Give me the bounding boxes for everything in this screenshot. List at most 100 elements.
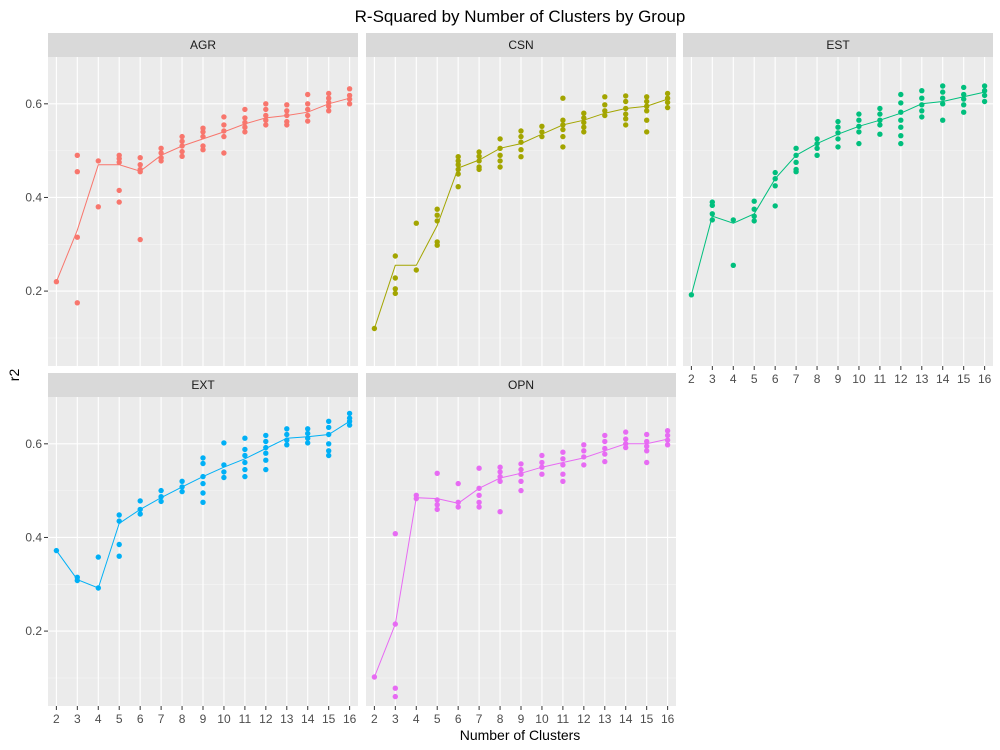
- data-point-opn: [413, 495, 419, 502]
- data-point-est: [898, 133, 904, 139]
- data-point-est: [835, 130, 841, 136]
- data-point-csn: [476, 166, 482, 173]
- data-point-est: [730, 262, 736, 268]
- data-point-csn: [434, 218, 440, 224]
- data-point-est: [772, 169, 778, 176]
- strip-label-agr: AGR: [190, 38, 216, 52]
- data-point-agr: [263, 112, 269, 119]
- strip-agr: [48, 33, 358, 57]
- data-point-ext: [74, 577, 81, 584]
- data-point-agr: [137, 162, 143, 168]
- data-point-csn: [664, 90, 671, 97]
- data-point-opn: [539, 459, 545, 466]
- panel-est: EST 2 3 4 5 6 7 8 9 10 11 12 13 14 15 16: [683, 33, 993, 386]
- strip-opn: [366, 373, 676, 397]
- data-point-csn: [434, 212, 440, 218]
- data-point-ext: [200, 460, 206, 467]
- data-point-est: [730, 217, 736, 223]
- x-tick-label: 15: [322, 712, 336, 726]
- data-point-agr: [346, 86, 353, 92]
- x-tick-label: 5: [751, 372, 758, 386]
- data-point-ext: [221, 440, 227, 446]
- data-point-csn: [560, 133, 566, 140]
- data-point-est: [877, 117, 883, 123]
- data-point-ext: [305, 435, 311, 441]
- data-point-agr: [116, 159, 122, 165]
- data-point-est: [772, 183, 778, 189]
- data-point-opn: [497, 464, 503, 470]
- data-point-csn: [623, 93, 629, 99]
- x-tick-label: 4: [413, 712, 420, 726]
- data-point-agr: [158, 145, 164, 151]
- data-point-ext: [346, 418, 353, 424]
- data-point-csn: [392, 286, 398, 292]
- data-point-ext: [326, 418, 332, 424]
- data-point-ext: [305, 440, 311, 446]
- data-point-ext: [137, 511, 143, 517]
- data-point-est: [981, 98, 988, 105]
- data-point-opn: [455, 499, 461, 505]
- data-point-ext: [200, 490, 206, 496]
- data-point-opn: [539, 464, 545, 470]
- data-point-est: [898, 140, 904, 147]
- data-point-opn: [476, 465, 482, 471]
- data-point-est: [919, 88, 925, 94]
- data-point-ext: [305, 426, 311, 432]
- data-point-ext: [346, 410, 353, 417]
- data-point-ext: [221, 474, 227, 481]
- x-tick-label: 13: [280, 712, 294, 726]
- data-point-csn: [560, 117, 566, 123]
- strip-label-ext: EXT: [191, 378, 215, 392]
- data-point-agr: [326, 95, 332, 101]
- data-point-opn: [560, 462, 566, 468]
- data-point-est: [898, 124, 904, 130]
- data-point-agr: [158, 150, 164, 156]
- data-point-opn: [623, 429, 629, 435]
- data-point-csn: [623, 111, 629, 117]
- data-point-csn: [434, 242, 440, 248]
- data-point-est: [919, 114, 925, 120]
- data-point-csn: [664, 99, 671, 106]
- data-point-agr: [284, 102, 290, 108]
- data-point-agr: [242, 129, 248, 135]
- x-tick-label: 3: [392, 712, 399, 726]
- panel-agr: AGR 0.2 0.4 0.6: [25, 33, 358, 366]
- data-point-ext: [200, 473, 206, 480]
- x-tick-label: 12: [259, 712, 273, 726]
- data-point-est: [961, 91, 967, 98]
- data-point-est: [961, 109, 967, 115]
- data-point-csn: [455, 158, 461, 164]
- data-point-csn: [392, 290, 398, 297]
- data-point-est: [856, 140, 862, 147]
- data-point-agr: [221, 133, 227, 140]
- data-point-est: [961, 102, 967, 108]
- data-point-csn: [581, 115, 587, 121]
- data-point-agr: [221, 150, 227, 156]
- data-point-csn: [623, 105, 629, 112]
- data-point-agr: [158, 158, 164, 164]
- data-point-opn: [497, 478, 503, 484]
- data-point-csn: [644, 117, 650, 123]
- data-point-csn: [371, 325, 378, 332]
- x-tick-label: 4: [730, 372, 737, 386]
- data-point-ext: [326, 441, 332, 447]
- data-point-ext: [305, 430, 311, 437]
- data-point-agr: [74, 152, 81, 158]
- x-tick-label: 15: [640, 712, 654, 726]
- data-point-ext: [263, 466, 269, 473]
- data-point-est: [898, 100, 904, 106]
- data-point-csn: [581, 129, 587, 135]
- data-point-csn: [644, 94, 650, 100]
- y-tick-label: 0.6: [25, 97, 42, 111]
- data-point-csn: [434, 206, 440, 212]
- data-point-agr: [284, 122, 290, 128]
- data-point-est: [940, 89, 946, 95]
- data-point-est: [835, 144, 841, 150]
- data-point-ext: [284, 437, 290, 443]
- x-tick-label: 14: [936, 372, 950, 386]
- data-point-ext: [158, 487, 164, 494]
- data-point-ext: [346, 422, 353, 428]
- data-point-csn: [623, 98, 629, 105]
- x-tick-label: 10: [535, 712, 549, 726]
- data-point-csn: [476, 149, 482, 155]
